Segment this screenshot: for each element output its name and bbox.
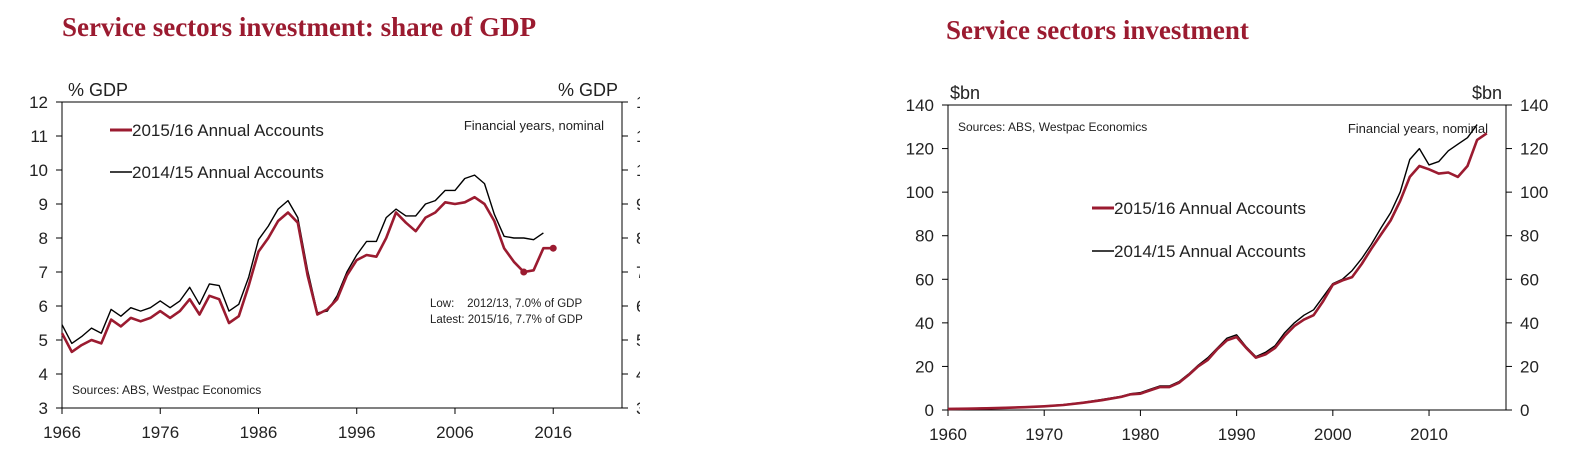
plot-frame [947, 104, 1507, 411]
y-tick-label-right: 3 [636, 399, 640, 418]
y-tick-label-right: 4 [636, 365, 640, 384]
y-tick-label-left: 0 [925, 401, 934, 420]
x-tick-label: 1986 [240, 423, 278, 442]
y-tick-label-left: 12 [29, 93, 48, 112]
chart-note: Financial years, nominal [464, 118, 604, 133]
legend-label: 2015/16 Annual Accounts [132, 121, 324, 140]
y-tick-label-right: 140 [1520, 96, 1548, 115]
x-tick-label: 1990 [1218, 425, 1256, 444]
y-tick-label-left: 10 [29, 161, 48, 180]
chart-title: Service sectors investment [946, 15, 1249, 45]
y-tick-label-left: 120 [906, 140, 934, 159]
chart-panel-gdp-share: Service sectors investment: share of GDP… [0, 0, 655, 465]
y-tick-label-right: 120 [1520, 140, 1548, 159]
y-axis-label-right: $bn [1472, 83, 1502, 103]
y-tick-label-right: 80 [1520, 227, 1539, 246]
x-tick-label: 1966 [43, 423, 81, 442]
y-tick-label-left: 140 [906, 96, 934, 115]
legend-label: 2014/15 Annual Accounts [1114, 242, 1306, 261]
y-tick-label-right: 10 [636, 161, 640, 180]
y-tick-label-right: 6 [636, 297, 640, 316]
y-tick-label-right: 7 [636, 263, 640, 282]
y-tick-label-left: 11 [30, 127, 48, 146]
y-tick-label-right: 0 [1520, 401, 1529, 420]
x-tick-label: 1970 [1025, 425, 1063, 444]
y-tick-label-right: 11 [636, 127, 640, 146]
series-line [947, 124, 1478, 410]
y-tick-label-right: 60 [1520, 270, 1539, 289]
y-tick-label-left: 80 [915, 227, 934, 246]
y-tick-label-left: 6 [39, 297, 48, 316]
y-tick-label-left: 9 [39, 195, 48, 214]
chart-title: Service sectors investment: share of GDP [62, 12, 537, 42]
data-point-marker [549, 244, 557, 252]
x-tick-label: 2006 [436, 423, 474, 442]
y-tick-label-left: 100 [906, 183, 934, 202]
y-tick-label-right: 40 [1520, 314, 1539, 333]
y-axis-label-left: % GDP [68, 80, 128, 100]
chart-gdp-share: 3 3 4 4 5 5 6 6 7 7 8 8 9 9 10 10 11 11 12 12 1966 1976 1986 19… [29, 80, 655, 442]
y-axis-label-left: $bn [950, 83, 980, 103]
data-point-marker [520, 268, 528, 276]
x-tick-label: 2010 [1410, 425, 1448, 444]
series-line [947, 132, 1488, 411]
x-tick-label: 1976 [141, 423, 179, 442]
x-tick-label: 1980 [1121, 425, 1159, 444]
y-tick-label-left: 8 [39, 229, 48, 248]
legend-label: 2014/15 Annual Accounts [132, 163, 324, 182]
chart-source: Sources: ABS, Westpac Economics [958, 120, 1147, 134]
y-tick-label-left: 3 [39, 399, 48, 418]
plot-frame [61, 101, 623, 409]
y-tick-label-right: 9 [636, 195, 640, 214]
y-axis-label-right: % GDP [558, 80, 618, 100]
x-tick-label: 1996 [338, 423, 376, 442]
y-tick-label-left: 40 [915, 314, 934, 333]
y-tick-label-left: 4 [39, 365, 48, 384]
chart-annotation: Latest: 2015/16, 7.7% of GDP [430, 314, 583, 326]
legend-label: 2015/16 Annual Accounts [1114, 199, 1306, 218]
y-tick-label-right: 8 [636, 229, 640, 248]
y-tick-label-right: 100 [1520, 183, 1548, 202]
series-line [60, 195, 554, 354]
chart-source: Sources: ABS, Westpac Economics [72, 383, 261, 397]
y-tick-label-right: 12 [636, 93, 640, 112]
x-tick-label: 2000 [1314, 425, 1352, 444]
x-tick-label: 2016 [534, 423, 572, 442]
chart-panel-investment: Service sectors investment 0 0 20 20 40 40 60 6… [880, 0, 1580, 465]
y-tick-label-left: 5 [39, 331, 48, 350]
chart-note: Financial years, nominal [1348, 121, 1488, 136]
chart-annotation: Low: 2012/13, 7.0% of GDP [430, 298, 582, 310]
y-tick-label-left: 60 [915, 270, 934, 289]
chart-investment: 0 0 20 20 40 40 60 60 80 80 100 100 120 120 140 140 1960… [906, 83, 1549, 444]
x-tick-label: 1960 [929, 425, 967, 444]
y-tick-label-right: 5 [636, 331, 640, 350]
y-tick-label-left: 20 [915, 357, 934, 376]
y-tick-label-right: 20 [1520, 357, 1539, 376]
y-tick-label-left: 7 [39, 263, 48, 282]
